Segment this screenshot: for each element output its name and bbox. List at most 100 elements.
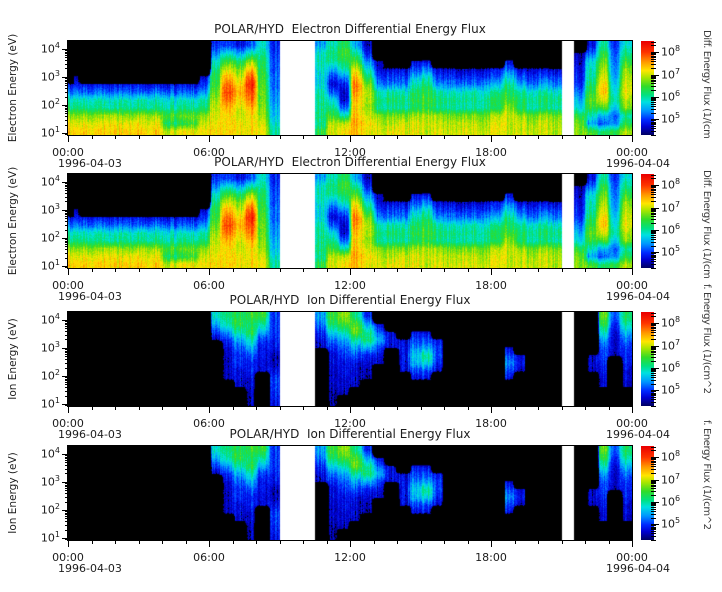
x-tick-label: 12:00 (334, 417, 366, 430)
colorbar-tick (651, 505, 656, 507)
colorbar-tick (651, 334, 656, 336)
y-tick-label: 101 (30, 258, 60, 273)
colorbar-tick (651, 405, 656, 407)
x-axis-tick (467, 136, 469, 139)
colorbar-tick (651, 255, 656, 257)
y-axis-tick (65, 377, 68, 379)
colorbar-tick-label: 107 (661, 200, 680, 215)
y-axis-tick (65, 324, 68, 326)
colorbar-tick-label: 106 (661, 222, 680, 237)
colorbar-tick (651, 101, 656, 103)
y-axis-tick (65, 119, 68, 121)
y-axis-tick (65, 257, 68, 259)
power-base: 10 (40, 369, 55, 383)
colorbar-tick (651, 480, 656, 482)
y-axis-tick (62, 404, 68, 406)
y-axis-tick (65, 190, 68, 192)
colorbar-tick (651, 76, 656, 78)
x-axis-tick (632, 541, 633, 547)
y-axis-tick (65, 63, 68, 65)
power-base: 10 (40, 126, 55, 140)
colorbar-tick (651, 53, 656, 55)
colorbar-tick (651, 261, 656, 263)
x-axis-tick (420, 136, 422, 139)
x-axis-tick (303, 407, 304, 410)
x-tick-label: 06:00 (193, 279, 225, 292)
colorbar-tick (651, 402, 656, 404)
panel-title: POLAR/HYD Ion Differential Energy Flux (229, 293, 471, 307)
y-axis-tick (65, 224, 68, 226)
x-axis-tick (514, 136, 516, 139)
x-axis-tick (115, 407, 116, 410)
y-axis-tick (65, 458, 68, 460)
colorbar-tick (651, 504, 656, 506)
power-base: 10 (661, 201, 675, 215)
x-axis-tick (350, 269, 351, 275)
colorbar-tick (651, 232, 656, 234)
spectrogram-canvas (68, 174, 632, 268)
power-exponent: 8 (675, 315, 681, 325)
y-axis-tick (62, 133, 68, 135)
x-axis-tick (491, 269, 492, 275)
x-axis-tick (467, 541, 469, 544)
power-base: 10 (661, 316, 675, 330)
colorbar-tick (651, 347, 656, 349)
y-axis-tick (62, 347, 68, 349)
power-exponent: 2 (54, 367, 60, 377)
power-exponent: 1 (54, 257, 60, 267)
power-exponent: 2 (54, 501, 60, 511)
y-axis-tick (65, 456, 68, 458)
colorbar-tick (651, 367, 659, 369)
power-exponent: 2 (54, 229, 60, 239)
x-axis-tick (185, 269, 187, 272)
x-axis-tick (491, 136, 492, 142)
y-axis-tick (65, 465, 68, 467)
colorbar-tick (651, 501, 659, 503)
y-axis-tick (65, 124, 68, 126)
colorbar-tick (651, 326, 656, 328)
colorbar-tick (651, 194, 656, 196)
x-axis-tick (232, 407, 234, 410)
x-tick-label: 12:00 (334, 146, 366, 159)
y-axis-tick (65, 85, 68, 87)
power-exponent: 7 (675, 471, 681, 481)
x-axis-tick (397, 136, 398, 139)
x-axis-date-left: 1996-04-03 (58, 157, 122, 170)
colorbar-tick (651, 484, 656, 486)
x-tick-label: 12:00 (334, 279, 366, 292)
x-axis-tick (608, 407, 610, 410)
power-base: 10 (661, 68, 675, 82)
y-axis-tick (65, 81, 68, 83)
y-axis-tick (65, 516, 68, 518)
colorbar-tick (651, 52, 659, 54)
y-tick-label: 103 (30, 202, 60, 217)
x-axis-tick (185, 407, 187, 410)
x-axis-tick (585, 407, 586, 410)
x-axis-tick (209, 407, 210, 413)
spectrogram-panel-electron-2: POLAR/HYD Electron Differential Energy F… (0, 155, 722, 303)
spectrogram-panel-electron-1: POLAR/HYD Electron Differential Energy F… (0, 22, 722, 170)
colorbar-tick (651, 325, 656, 327)
colorbar-tick (651, 346, 656, 348)
y-tick-label: 102 (30, 97, 60, 112)
colorbar-tick (651, 372, 656, 374)
x-axis-tick (632, 136, 633, 142)
power-base: 10 (661, 178, 675, 192)
y-axis-tick (65, 201, 68, 203)
x-axis-tick (561, 407, 563, 410)
colorbar-tick (651, 397, 656, 399)
power-base: 10 (40, 70, 55, 84)
power-exponent: 3 (54, 473, 60, 483)
y-axis-tick (65, 267, 68, 269)
y-axis-tick (65, 249, 68, 251)
y-axis-tick (65, 405, 68, 407)
x-tick-label: 00:00 (52, 417, 84, 430)
x-axis-tick (115, 136, 116, 139)
y-axis-tick (65, 57, 68, 59)
x-axis-tick (538, 136, 539, 139)
y-axis-tick (65, 514, 68, 516)
x-axis-tick (397, 407, 398, 410)
y-axis-tick (65, 107, 68, 109)
panel-title: POLAR/HYD Electron Differential Energy F… (214, 155, 486, 169)
